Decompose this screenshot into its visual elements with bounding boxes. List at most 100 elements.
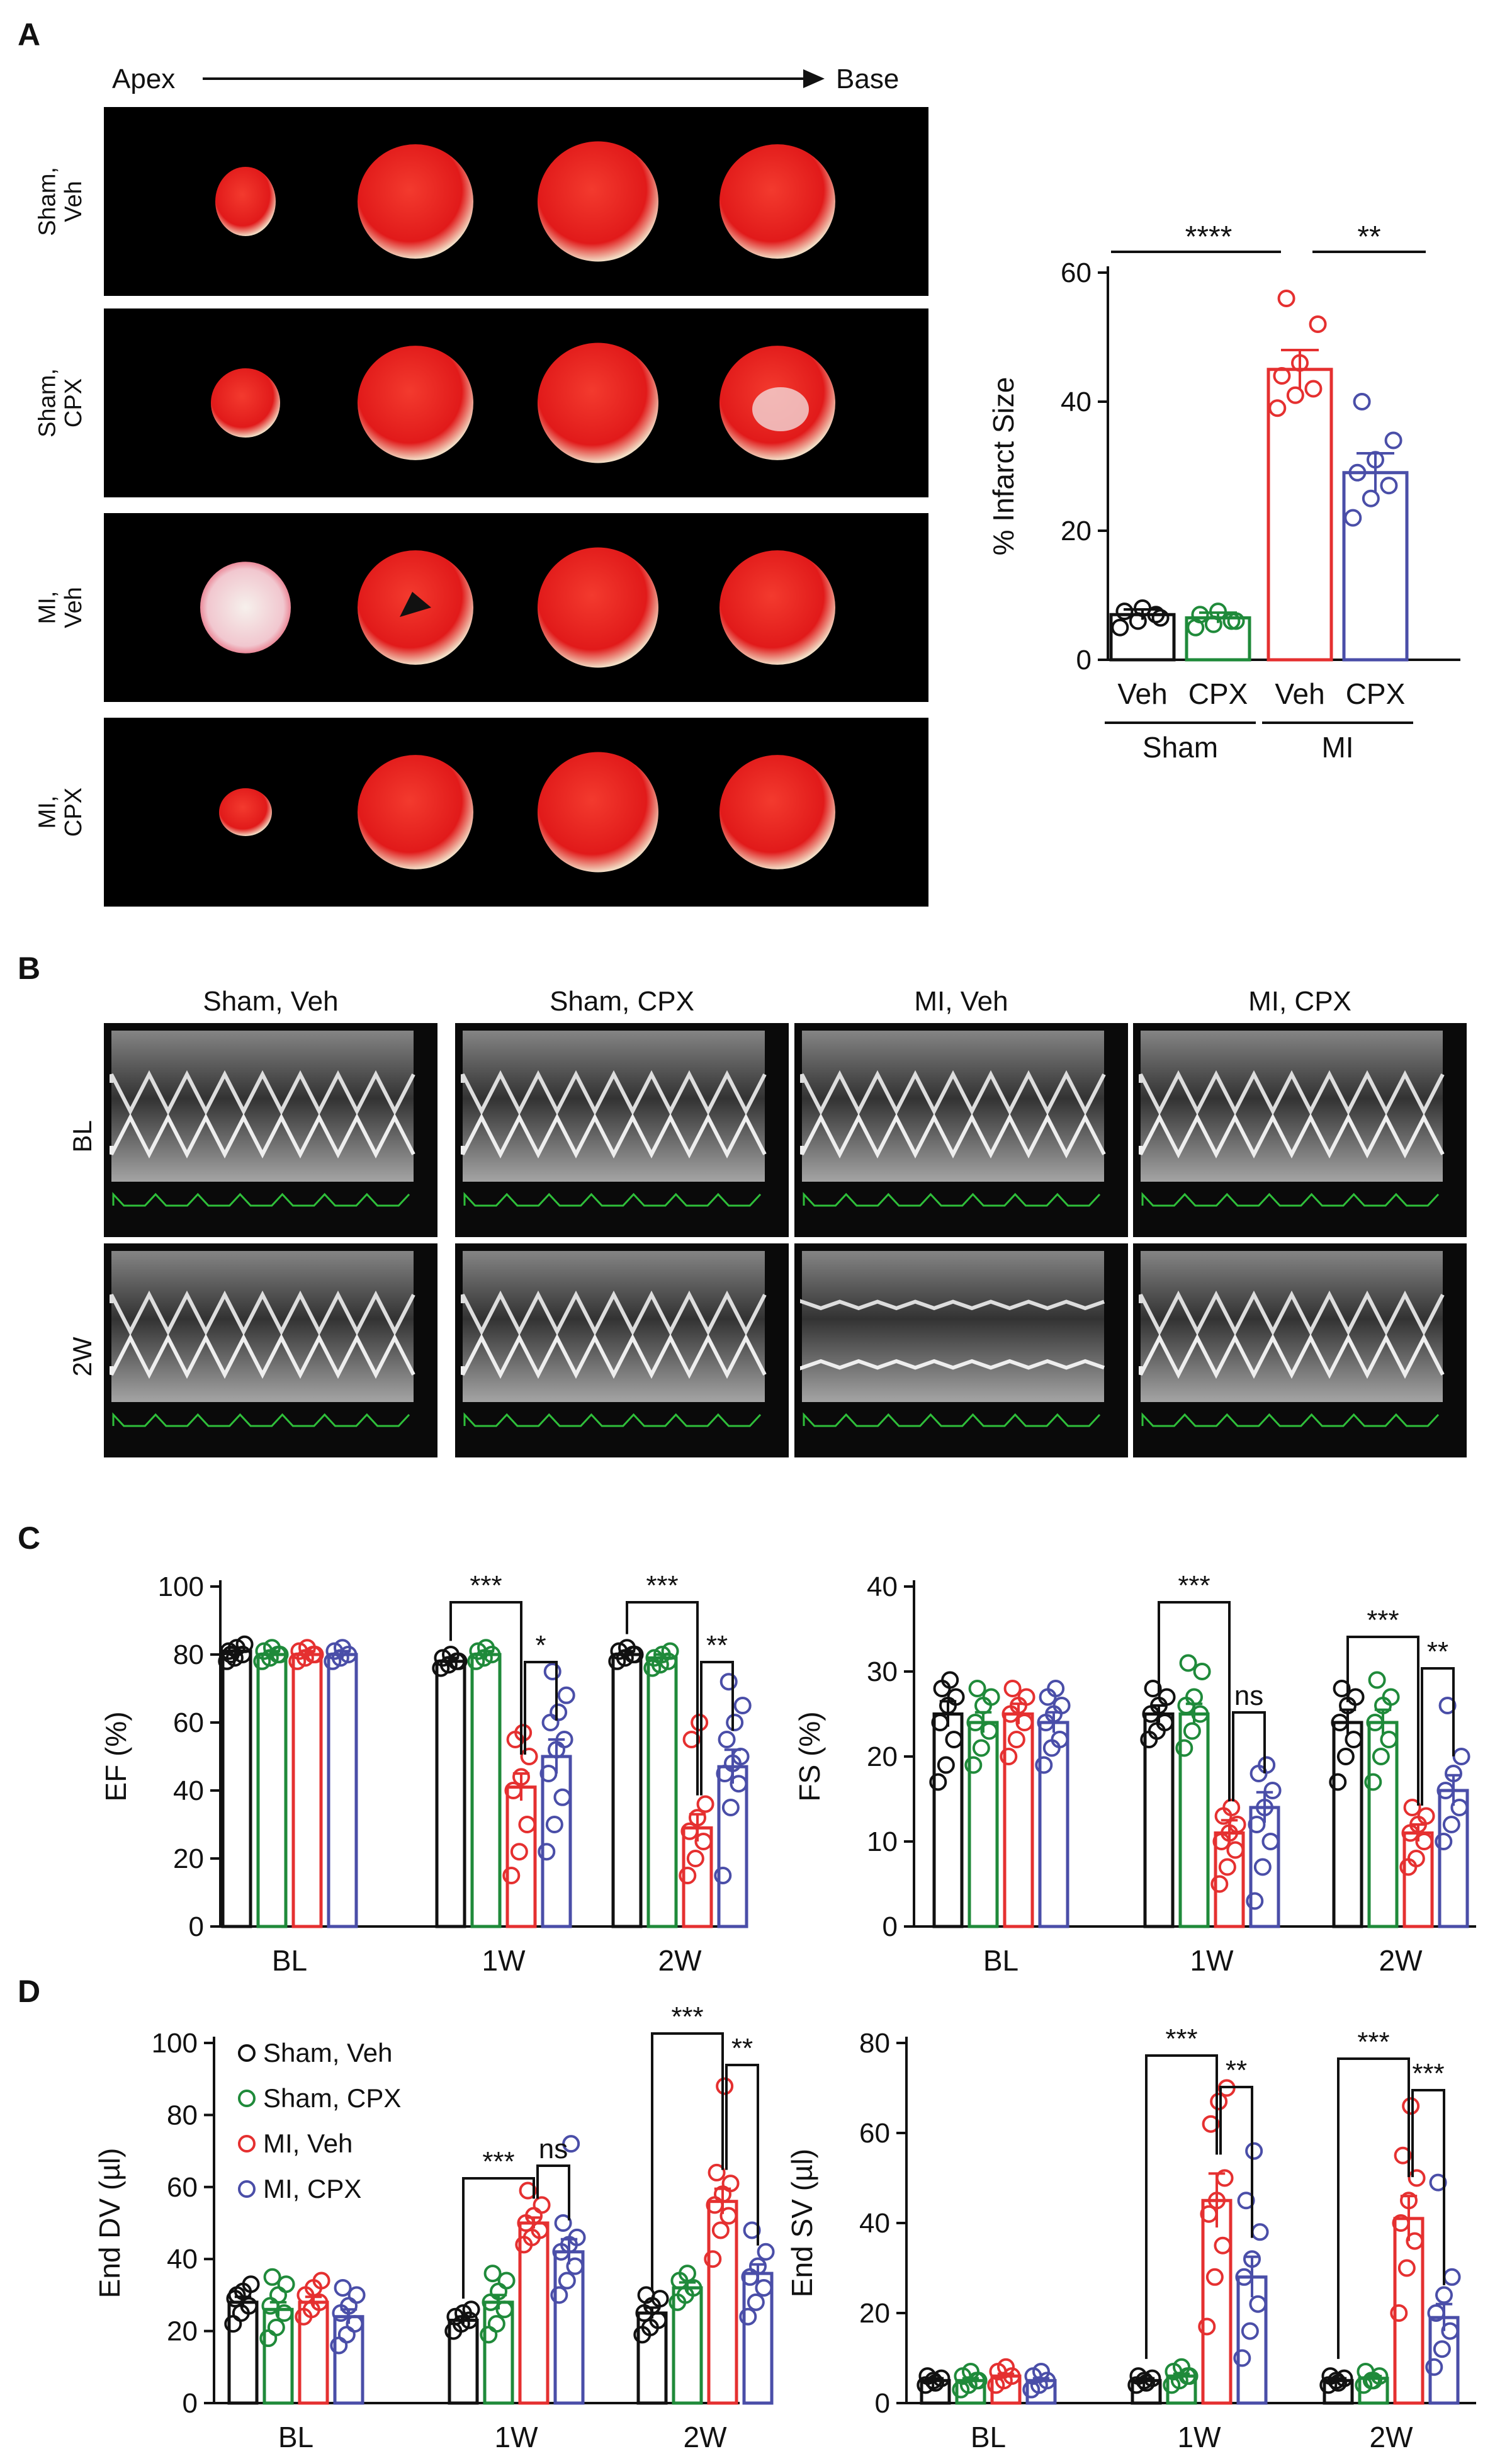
data-point bbox=[945, 1731, 963, 1748]
data-point bbox=[1331, 1714, 1349, 1731]
y-tick-label: 20 bbox=[859, 2298, 890, 2329]
echo-column-title: MI, Veh bbox=[914, 986, 1008, 1017]
data-point bbox=[495, 2300, 514, 2319]
data-point bbox=[730, 1775, 748, 1793]
heart-slice bbox=[200, 562, 291, 653]
chart-infarct: 0 20 40 60 % Infarct Size Veh CPX Veh CPX Sham MI *… bbox=[987, 220, 1460, 764]
data-point bbox=[747, 2293, 765, 2311]
echo-wall-trace bbox=[110, 1333, 415, 1379]
data-point bbox=[1304, 380, 1323, 398]
heart-slice bbox=[719, 755, 835, 869]
bar bbox=[968, 1721, 999, 1928]
data-point bbox=[739, 2307, 757, 2326]
data-point bbox=[432, 1659, 450, 1677]
data-point bbox=[749, 2257, 767, 2275]
data-point bbox=[477, 1639, 495, 1657]
x-category-label: 2W bbox=[1370, 2421, 1414, 2453]
data-point bbox=[708, 2163, 726, 2181]
data-point bbox=[711, 2221, 730, 2239]
data-point bbox=[1415, 1833, 1433, 1850]
echo-mmode bbox=[463, 1031, 765, 1182]
significance-bracket bbox=[1411, 2089, 1445, 2285]
x-category-label: 2W bbox=[658, 1944, 702, 1977]
bar bbox=[1038, 1721, 1069, 1928]
data-point bbox=[539, 1765, 558, 1782]
data-point bbox=[1333, 1680, 1351, 1697]
significance-bracket bbox=[1158, 1601, 1231, 1802]
ecg-trace bbox=[463, 1192, 762, 1207]
data-point bbox=[608, 1652, 626, 1670]
echo-wall-trace bbox=[110, 1070, 415, 1116]
x-category-label: 2W bbox=[1379, 1944, 1423, 1977]
echo-mmode bbox=[1141, 1031, 1443, 1182]
y-axis-label: End SV (µl) bbox=[786, 2149, 818, 2297]
bar bbox=[435, 1660, 466, 1928]
significance-bracket bbox=[1219, 2086, 1253, 2238]
echo-row-label: 2W bbox=[67, 1337, 97, 1376]
legend-marker bbox=[238, 2090, 256, 2107]
heart-slice bbox=[215, 167, 276, 236]
y-tick-label: 40 bbox=[1061, 387, 1092, 417]
slice-pale-area bbox=[752, 387, 809, 431]
heart-slice bbox=[538, 752, 658, 873]
echo-mmode bbox=[1141, 1251, 1443, 1402]
significance-bracket bbox=[524, 1661, 558, 1755]
ecg-trace bbox=[803, 1192, 1101, 1207]
data-point bbox=[721, 1799, 740, 1816]
echo-wall-trace bbox=[1139, 1333, 1445, 1379]
significance-label: ** bbox=[1226, 2055, 1247, 2086]
data-point bbox=[553, 1788, 572, 1806]
data-point bbox=[696, 1795, 714, 1813]
heart-slice bbox=[719, 144, 835, 259]
data-point bbox=[1007, 1731, 1025, 1748]
data-point bbox=[743, 2221, 761, 2239]
row-label-line: Sham, bbox=[34, 167, 60, 236]
panel-label-d: D bbox=[18, 1974, 40, 2009]
data-point bbox=[1237, 2192, 1255, 2210]
y-tick-label: 0 bbox=[189, 1911, 204, 1942]
legend-marker bbox=[238, 2044, 256, 2062]
data-point bbox=[679, 2265, 696, 2283]
data-point bbox=[334, 2278, 352, 2297]
data-point bbox=[1183, 1722, 1201, 1740]
data-point bbox=[502, 1867, 521, 1884]
data-point bbox=[550, 2286, 568, 2304]
data-point bbox=[1032, 2362, 1050, 2380]
echo-column-title: Sham, Veh bbox=[203, 986, 338, 1017]
data-point bbox=[504, 1782, 522, 1799]
bar bbox=[611, 1653, 643, 1928]
data-point bbox=[1366, 1714, 1384, 1731]
data-point bbox=[1137, 2373, 1155, 2392]
echo-mmode bbox=[802, 1251, 1104, 1402]
data-point bbox=[1216, 2169, 1234, 2187]
data-point bbox=[222, 1646, 240, 1663]
data-point bbox=[1249, 2295, 1267, 2313]
significance-label: ** bbox=[1427, 1636, 1448, 1667]
data-point bbox=[550, 1703, 568, 1721]
echo-wall-trace bbox=[1139, 1113, 1445, 1159]
data-point bbox=[1286, 386, 1304, 404]
data-point bbox=[1248, 1816, 1266, 1833]
data-point bbox=[346, 2315, 364, 2333]
significance-label: ns bbox=[539, 2134, 568, 2164]
echo-wall-trace bbox=[800, 1359, 1105, 1371]
x-category-label: 1W bbox=[495, 2421, 539, 2453]
data-point bbox=[1253, 1858, 1272, 1876]
echo-column-title: MI, CPX bbox=[1248, 986, 1351, 1017]
y-tick-label: 0 bbox=[883, 1911, 898, 1942]
heart-slice bbox=[219, 788, 272, 836]
row-label-line: MI, bbox=[34, 591, 60, 625]
data-point bbox=[1185, 1688, 1203, 1706]
echo-wall-trace bbox=[800, 1070, 1106, 1116]
significance-bracket bbox=[626, 1601, 699, 1796]
x-category-label: 2W bbox=[684, 2421, 728, 2453]
heart-slice bbox=[719, 550, 835, 665]
data-point bbox=[1235, 2268, 1253, 2286]
y-tick-label: 20 bbox=[867, 1741, 898, 1772]
data-point bbox=[1380, 477, 1398, 495]
data-point bbox=[1345, 1731, 1363, 1748]
data-point bbox=[1344, 509, 1362, 527]
data-point bbox=[242, 2275, 260, 2294]
ecg-trace bbox=[803, 1412, 1101, 1427]
